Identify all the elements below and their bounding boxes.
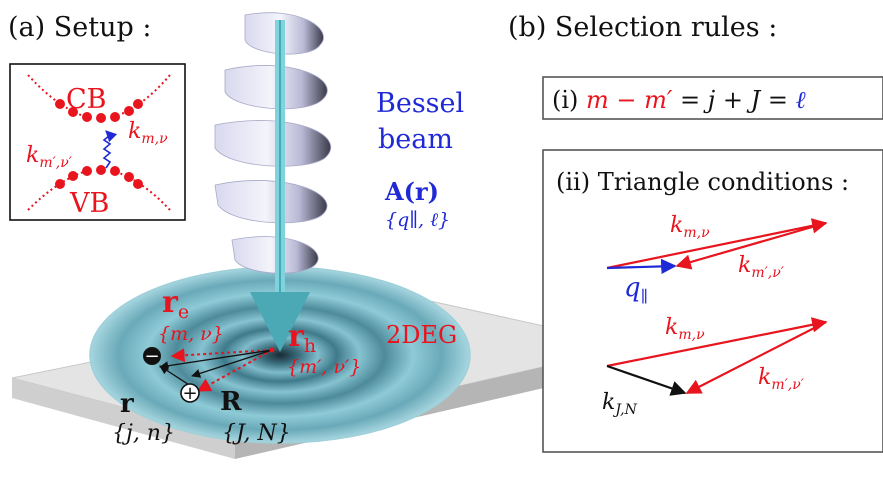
tri2-k-mp-nup: k (758, 365, 771, 390)
hole-marker: + (180, 383, 200, 404)
inset-k-m-nu-sub: m,ν (141, 131, 168, 147)
inset-k-m-nu: k (128, 119, 141, 144)
vb-label: VB (69, 188, 109, 219)
tri1-q: q (624, 273, 641, 303)
svg-text:(i) m − m′ = j + J = ℓ: (i) m − m′ = j + J = ℓ (552, 86, 806, 114)
svg-text:km′,ν′: km′,ν′ (738, 253, 785, 281)
svg-text:km,ν: km,ν (670, 213, 710, 241)
rule-i-black: = j + J = (672, 86, 795, 114)
r-e-label: r (162, 285, 179, 320)
beam-quantum-numbers: {q∥, ℓ} (385, 209, 450, 231)
svg-text:rh: rh (288, 319, 316, 357)
com-coordinate-label: R (220, 387, 242, 417)
cb-label: CB (66, 84, 107, 115)
2deg-label: 2DEG (386, 321, 457, 349)
r-e-numbers: {m, ν} (158, 323, 224, 345)
svg-text:+: + (182, 383, 197, 404)
svg-text:q∥: q∥ (624, 273, 648, 306)
svg-text:kJ,N: kJ,N (602, 390, 638, 418)
tri1-q-sub: ∥ (641, 287, 648, 306)
tri1-k-m-nu: k (670, 213, 683, 238)
vector-potential-label: A(r) (384, 177, 439, 206)
tri2-k-jn: k (602, 390, 615, 415)
band-structure-inset (9, 63, 186, 221)
triangle-1 (606, 218, 828, 275)
panel-a-heading: (a) Setup : (8, 12, 151, 43)
relative-quantum-numbers: {j, n} (112, 421, 175, 446)
triangle-2 (606, 317, 828, 396)
rule-i-prefix: (i) (552, 86, 578, 114)
rule-i-box (542, 76, 883, 120)
rule-ii-heading: (ii) Triangle conditions : (556, 168, 849, 196)
svg-text:re: re (162, 285, 189, 323)
r-h-sub: h (304, 335, 316, 357)
bessel-label-line1: Bessel (376, 88, 464, 119)
svg-text:km,ν: km,ν (128, 119, 168, 147)
tri2-k-jn-sub: J,N (612, 402, 637, 418)
com-quantum-numbers: {J, N} (222, 421, 291, 446)
rule-ii-box (542, 149, 883, 453)
inset-k-mp-nup-sub: m′,ν′ (39, 155, 72, 171)
tri1-k-mp-nup: k (738, 253, 751, 278)
tri2-k-m-nu-sub: m,ν (678, 327, 705, 343)
svg-text:km′,ν′: km′,ν′ (758, 365, 805, 393)
tri2-k-m-nu: k (665, 315, 678, 340)
bessel-beam (214, 12, 332, 352)
rule-i-red: m − m′ (586, 86, 673, 114)
r-e-sub: e (178, 301, 189, 323)
tri1-k-m-nu-sub: m,ν (683, 225, 710, 241)
relative-coordinate-label: r (120, 389, 134, 419)
electron-marker: − (143, 346, 161, 367)
inset-k-mp-nup: k (26, 143, 39, 168)
svg-text:km′,ν′: km′,ν′ (26, 143, 73, 171)
tri2-k-mp-nup-sub: m′,ν′ (771, 377, 804, 393)
panel-b-heading: (b) Selection rules : (508, 12, 777, 43)
tri1-k-mp-nup-sub: m′,ν′ (751, 265, 784, 281)
svg-text:−: − (144, 346, 159, 367)
svg-text:km,ν: km,ν (665, 315, 705, 343)
rule-i-blue: ℓ (796, 86, 806, 114)
r-h-label: r (288, 319, 305, 354)
bessel-label-line2: beam (378, 124, 453, 155)
r-h-numbers: {m′, ν′} (287, 356, 361, 378)
